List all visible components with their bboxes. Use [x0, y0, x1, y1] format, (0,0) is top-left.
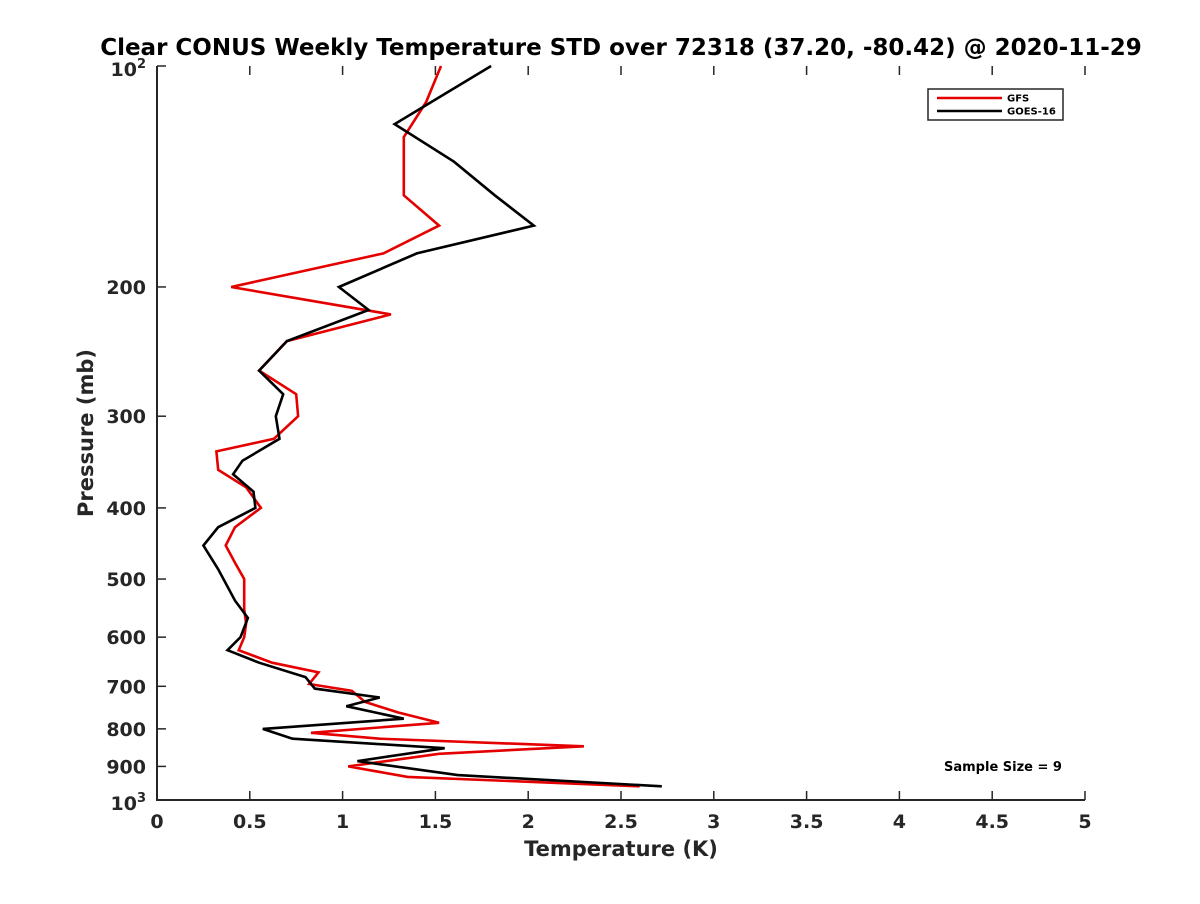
y-tick-label: 600: [106, 627, 146, 649]
series-line-gfs: [214, 65, 640, 788]
x-tick-label: 1: [336, 811, 349, 833]
annotations: Sample Size = 9: [944, 760, 1062, 775]
legend-box: [927, 88, 1064, 121]
x-tick-label: 4: [893, 811, 906, 833]
legend-label: GOES-16: [1007, 107, 1056, 118]
x-tick-label: 2.5: [604, 811, 638, 833]
y-tick-label: 400: [106, 498, 146, 520]
y-tick-label: 200: [106, 277, 146, 299]
x-axis-ticks: 0 0.5 1 1.5 2 2.5 3 3.5 4 4.5 5: [150, 66, 1092, 833]
chart-title: Clear CONUS Weekly Temperature STD over …: [100, 35, 1142, 61]
x-tick-label: 2: [522, 811, 535, 833]
y-tick-label-base: 10: [111, 59, 137, 81]
x-tick-label: 0.5: [233, 811, 267, 833]
x-tick-label: 3.5: [790, 811, 824, 833]
x-tick-label: 5: [1078, 811, 1091, 833]
y-tick-label-base: 10: [111, 793, 137, 815]
y-tick-label-exponent: 3: [137, 791, 146, 806]
y-tick-label: 500: [106, 569, 146, 591]
x-tick-label: 4.5: [975, 811, 1009, 833]
y-tick-label: 103: [111, 791, 147, 815]
y-tick-label: 102: [111, 57, 147, 81]
series-layer: [201, 64, 662, 788]
y-tick-label: 700: [106, 676, 146, 698]
x-tick-label: 1.5: [419, 811, 453, 833]
y-tick-label: 300: [106, 406, 146, 428]
series-line-goes-16: [201, 64, 662, 788]
x-tick-label: 0: [150, 811, 163, 833]
y-axis-label: Pressure (mb): [74, 349, 98, 517]
x-tick-label: 3: [707, 811, 720, 833]
legend-items: GFS GOES-16: [937, 94, 1056, 118]
sample-size-annotation: Sample Size = 9: [944, 760, 1062, 775]
legend: GFS GOES-16: [927, 88, 1064, 121]
y-tick-label: 900: [106, 756, 146, 778]
y-tick-label-exponent: 2: [137, 57, 146, 72]
legend-label: GFS: [1007, 94, 1029, 105]
x-axis-label: Temperature (K): [524, 837, 718, 861]
y-tick-label: 800: [106, 719, 146, 741]
